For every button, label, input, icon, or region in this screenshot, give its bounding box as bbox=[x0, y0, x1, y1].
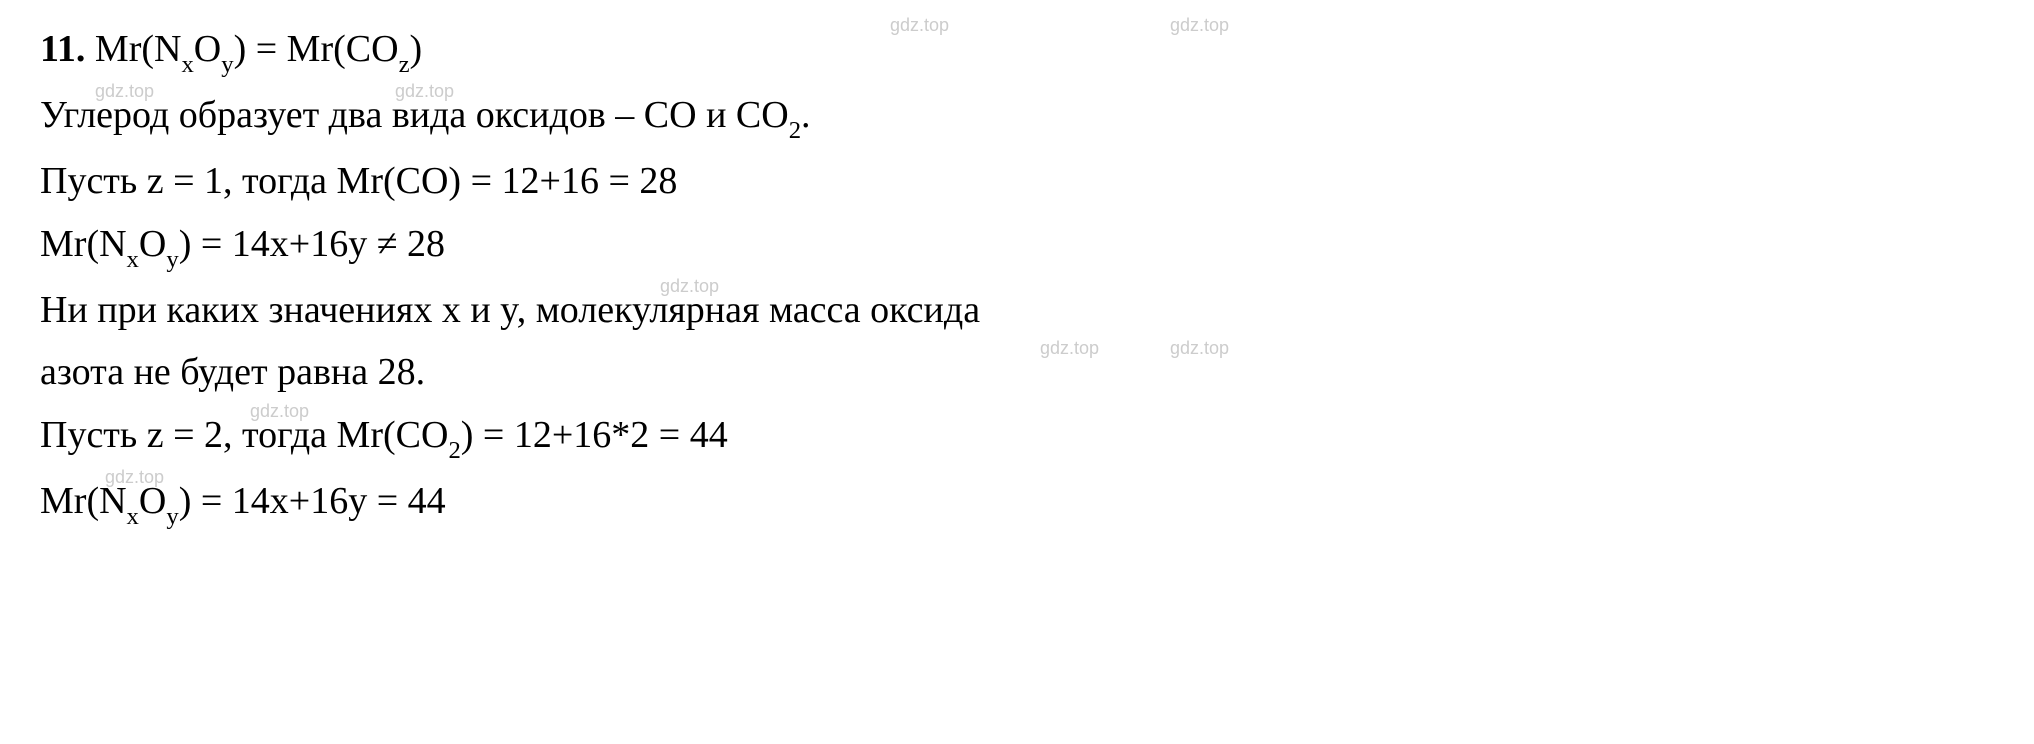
body-text: азота не будет равна 28. bbox=[40, 351, 425, 393]
body-text: ) = 12+16*2 = 44 bbox=[461, 414, 728, 456]
subscript: x bbox=[127, 503, 139, 530]
line-1: gdz.top gdz.top 11. Mr(NxOy) = Mr(COz) bbox=[40, 20, 1994, 82]
line-7: gdz.top Пусть z = 2, тогда Mr(CO2) = 12+… bbox=[40, 406, 1994, 468]
body-text: Пусть z = 2, тогда Mr(CO bbox=[40, 414, 448, 456]
line-8: gdz.top Mr(NxOy) = 14x+16y = 44 bbox=[40, 472, 1994, 534]
problem-number: 11. bbox=[40, 28, 85, 70]
line-6: gdz.top gdz.top азота не будет равна 28. bbox=[40, 343, 1994, 402]
formula-text: Mr(N bbox=[95, 28, 182, 70]
formula-text: ) = 14x+16y ≠ 28 bbox=[179, 223, 445, 265]
body-text: . bbox=[801, 94, 811, 136]
watermark: gdz.top bbox=[890, 12, 949, 40]
subscript: y bbox=[221, 51, 233, 78]
formula-text: ) bbox=[410, 28, 423, 70]
formula-text: ) = Mr(CO bbox=[234, 28, 399, 70]
body-text: Углерод образует два вида оксидов – CO и… bbox=[40, 94, 789, 136]
watermark: gdz.top bbox=[1170, 12, 1229, 40]
formula-text: O bbox=[194, 28, 221, 70]
formula-text: O bbox=[139, 223, 166, 265]
body-text: Ни при каких значениях x и y, молекулярн… bbox=[40, 289, 980, 331]
body-text: Пусть z = 1, тогда Mr(CO) = 12+16 = 28 bbox=[40, 160, 677, 202]
line-3: Пусть z = 1, тогда Mr(CO) = 12+16 = 28 bbox=[40, 152, 1994, 211]
formula-text: O bbox=[139, 480, 166, 522]
document-content: gdz.top gdz.top 11. Mr(NxOy) = Mr(COz) g… bbox=[40, 20, 1994, 534]
line-4: Mr(NxOy) = 14x+16y ≠ 28 bbox=[40, 215, 1994, 277]
subscript: y bbox=[166, 503, 178, 530]
subscript: y bbox=[166, 246, 178, 273]
subscript: z bbox=[399, 51, 410, 78]
line-2: gdz.top gdz.top Углерод образует два вид… bbox=[40, 86, 1994, 148]
watermark: gdz.top bbox=[1040, 335, 1099, 363]
subscript: x bbox=[127, 246, 139, 273]
subscript: 2 bbox=[789, 117, 801, 144]
subscript: x bbox=[181, 51, 193, 78]
formula-text: Mr(N bbox=[40, 480, 127, 522]
line-5: gdz.top Ни при каких значениях x и y, мо… bbox=[40, 281, 1994, 340]
subscript: 2 bbox=[448, 437, 460, 464]
formula-text: ) = 14x+16y = 44 bbox=[179, 480, 446, 522]
watermark: gdz.top bbox=[1170, 335, 1229, 363]
formula-text: Mr(N bbox=[40, 223, 127, 265]
